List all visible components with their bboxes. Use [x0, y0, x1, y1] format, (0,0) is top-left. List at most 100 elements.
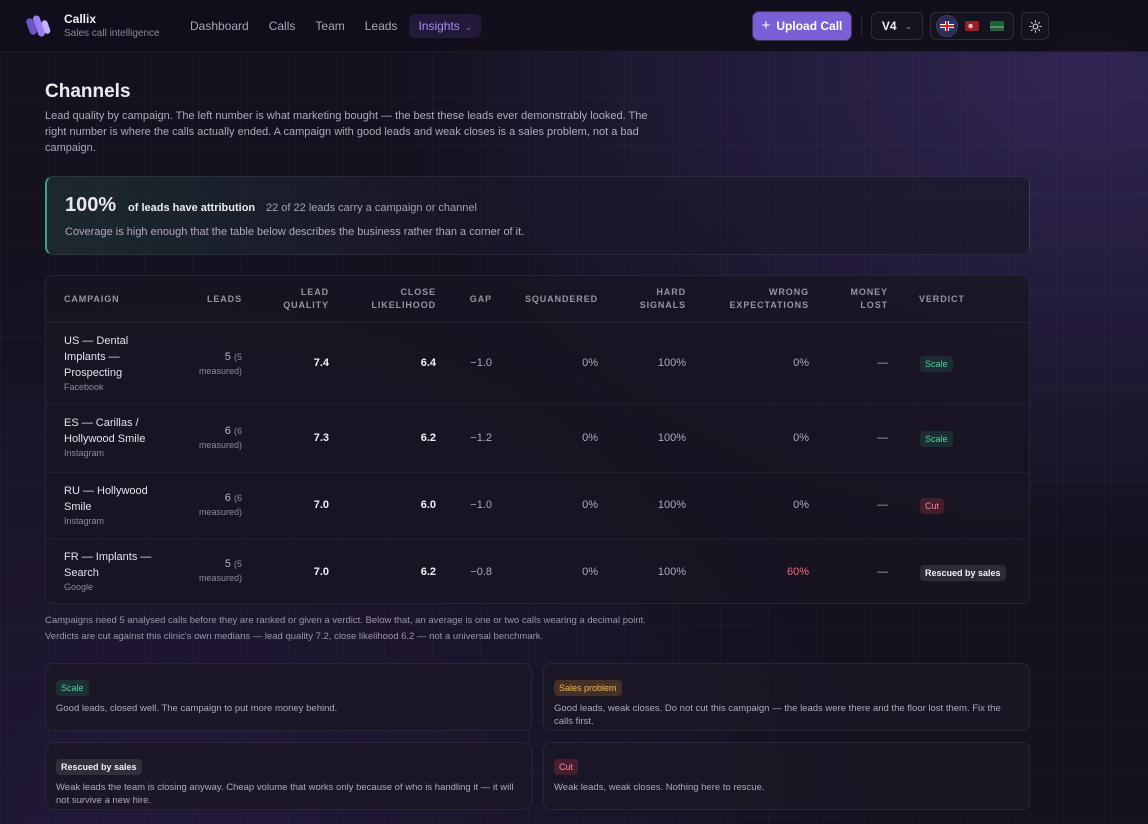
nav-calls[interactable]: Calls	[268, 19, 296, 33]
header-money-lost[interactable]: MONEY LOST	[826, 276, 888, 322]
leads-cell: 6 (6 measured)	[176, 490, 242, 519]
header-line: SIGNALS	[639, 300, 686, 310]
verdict-cell: Rescued by sales	[920, 565, 1006, 581]
coverage-percent: 100%	[65, 194, 117, 216]
legend-badge-rescued: Rescued by sales	[56, 759, 142, 775]
wrong-expectations-cell: 0%	[793, 357, 809, 369]
wrong-expectations-cell: 0%	[793, 432, 809, 444]
lead-quality-cell: 7.4	[313, 357, 329, 369]
campaign-cell: RU — Hollywood Smile Instagram	[64, 483, 174, 526]
flag-turkey-icon[interactable]	[962, 16, 982, 36]
header-hard-signals[interactable]: HARD SIGNALS	[616, 276, 686, 322]
leads-cell: 5 (5 measured)	[176, 349, 242, 378]
header-lead-quality[interactable]: LEAD QUALITY	[264, 276, 329, 322]
nav-team[interactable]: Team	[315, 19, 345, 33]
header-wrong-expectations[interactable]: WRONG EXPECTATIONS	[699, 276, 809, 322]
page-title: Channels	[45, 81, 131, 102]
campaign-source: Instagram	[64, 448, 105, 458]
money-lost-cell: —	[877, 357, 888, 369]
header-line: CLOSE	[400, 287, 436, 297]
version-select[interactable]: V4 ⌄	[871, 12, 923, 40]
header-campaign[interactable]: CAMPAIGN	[64, 293, 120, 304]
table-row[interactable]: ES — Carillas / Hollywood Smile Instagra…	[46, 405, 1029, 473]
header-close-likelihood[interactable]: CLOSE LIKELIHOOD	[346, 276, 436, 322]
nav-dashboard[interactable]: Dashboard	[190, 19, 249, 33]
legend-card-sales-problem: Sales problem Good leads, weak closes. D…	[543, 663, 1030, 731]
leads-count: 6	[224, 425, 231, 437]
theme-toggle-button[interactable]	[1021, 12, 1049, 40]
campaign-name-line: ES — Carillas /	[64, 417, 139, 429]
legend-card-rescued: Rescued by sales Weak leads the team is …	[45, 742, 532, 810]
sun-icon	[1028, 19, 1042, 33]
measured-note: (5	[233, 352, 242, 362]
close-likelihood-cell: 6.2	[420, 566, 436, 578]
channels-table: CAMPAIGN LEADS LEAD QUALITY CLOSE LIKELIHO…	[45, 275, 1030, 604]
header-verdict[interactable]: VERDICT	[919, 293, 965, 304]
campaign-name-line: Smile	[64, 501, 92, 513]
campaign-cell: FR — Implants — Search Google	[64, 549, 174, 592]
table-row[interactable]: US — Dental Implants — Prospecting Faceb…	[46, 323, 1029, 405]
measured-note: measured)	[198, 366, 242, 376]
money-lost-cell: —	[877, 499, 888, 511]
leads-count: 5	[224, 558, 231, 570]
leads-count: 6	[224, 492, 231, 504]
legend-card-scale: Scale Good leads, closed well. The campa…	[45, 663, 532, 731]
hard-signals-cell: 100%	[657, 432, 686, 444]
verdict-badge-rescued: Rescued by sales	[920, 565, 1006, 581]
measured-note: measured)	[198, 573, 242, 583]
squandered-cell: 0%	[582, 499, 598, 511]
table-row[interactable]: RU — Hollywood Smile Instagram 6 (6 meas…	[46, 473, 1029, 539]
leads-cell: 6 (6 measured)	[176, 423, 242, 452]
header-line: QUALITY	[283, 300, 329, 310]
campaign-source: Google	[64, 582, 94, 592]
divider	[46, 322, 1029, 323]
page-description: Lead quality by campaign. The left numbe…	[45, 110, 648, 154]
nav-leads[interactable]: Leads	[364, 19, 398, 33]
app-name: Callix	[64, 11, 97, 26]
legend-badge-scale: Scale	[56, 680, 89, 696]
attribution-coverage-card: 100% of leads have attribution 22 of 22 …	[45, 176, 1030, 255]
squandered-cell: 0%	[582, 357, 598, 369]
leads-count: 5	[224, 351, 231, 363]
money-lost-cell: —	[877, 432, 888, 444]
header-line: WRONG	[769, 287, 809, 297]
legend-desc: Weak leads, weak closes. Nothing here to…	[554, 782, 765, 793]
coverage-count: 22 of 22 leads carry a campaign or chann…	[266, 202, 477, 214]
top-bar: Callix Sales call intelligence Dashboard…	[0, 0, 1148, 52]
header-line: HARD	[656, 287, 686, 297]
flag-uk-icon[interactable]	[936, 16, 957, 36]
campaign-name-line: FR — Implants —	[64, 551, 152, 563]
header-gap[interactable]: GAP	[469, 293, 492, 304]
nav-insights[interactable]: Insights ⌄	[409, 14, 482, 38]
coverage-label: of leads have attribution	[128, 202, 256, 214]
gap-cell: −1.0	[470, 499, 492, 511]
hard-signals-cell: 100%	[657, 566, 686, 578]
campaign-name-line: Prospecting	[64, 367, 123, 379]
campaign-name-line: US — Dental	[64, 335, 129, 347]
header-line: LOST	[860, 300, 888, 310]
leads-cell: 5 (5 measured)	[176, 556, 242, 585]
language-switcher	[930, 12, 1014, 40]
header-line: LIKELIHOOD	[371, 300, 436, 310]
gap-cell: −1.0	[470, 357, 492, 369]
verdict-badge-scale: Scale	[920, 356, 953, 372]
wrong-expectations-cell: 60%	[786, 566, 809, 578]
verdict-cell: Scale	[920, 356, 953, 372]
upload-call-button[interactable]: + Upload Call	[753, 12, 851, 40]
campaign-name-line: Implants —	[64, 351, 120, 363]
close-likelihood-cell: 6.0	[420, 499, 436, 511]
verdict-badge-scale: Scale	[920, 431, 953, 447]
brand[interactable]: Callix Sales call intelligence	[26, 12, 160, 40]
footnote-threshold: Campaigns need 5 analysed calls before t…	[45, 615, 646, 626]
campaign-name-line: Hollywood Smile	[64, 433, 146, 445]
nav-insights-label: Insights	[418, 19, 460, 33]
header-squandered[interactable]: SQUANDERED	[524, 293, 598, 304]
plus-icon: +	[761, 17, 771, 34]
verdict-badge-cut: Cut	[920, 498, 945, 514]
header-leads[interactable]: LEADS	[206, 293, 242, 304]
flag-saudi-icon[interactable]	[987, 16, 1007, 36]
version-label: V4	[881, 19, 897, 33]
measured-note: (6	[233, 426, 242, 436]
legend-badge-cut: Cut	[554, 759, 579, 775]
table-row[interactable]: FR — Implants — Search Google 5 (5 measu…	[46, 539, 1029, 603]
